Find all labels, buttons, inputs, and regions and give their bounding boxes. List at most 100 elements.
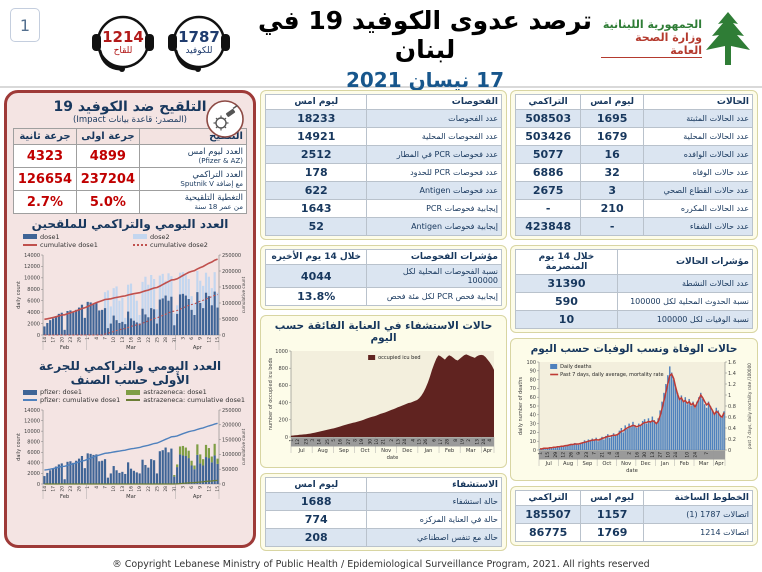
row-label: إيجابية فحوصات Antigen (366, 217, 502, 236)
svg-text:Aug: Aug (318, 448, 328, 454)
svg-text:2: 2 (627, 452, 633, 455)
row-label: عدد حالات القطاع الصحي (642, 181, 754, 200)
svg-text:14: 14 (316, 439, 322, 445)
row-value: 4323 (13, 144, 77, 168)
column-header: ليوم امس (580, 490, 644, 506)
table-row: عدد حالات الوفاه 32 6886 (514, 163, 754, 182)
table-row: عدد الحالات المحلية 1679 503426 (514, 127, 754, 146)
svg-text:24: 24 (692, 452, 698, 458)
svg-text:30: 30 (642, 452, 648, 458)
svg-text:8: 8 (453, 439, 459, 442)
table-row: عدد الحالات المثبتة 1695 508503 (514, 109, 754, 128)
svg-text:4: 4 (487, 439, 493, 442)
svg-text:18: 18 (615, 452, 621, 458)
svg-text:Mar: Mar (466, 448, 477, 454)
row-label: عدد الحالات المثبتة (642, 109, 754, 128)
svg-text:17: 17 (51, 486, 57, 492)
svg-text:30: 30 (368, 439, 374, 445)
svg-text:cumulative count: cumulative count (241, 276, 246, 313)
svg-text:Feb: Feb (680, 461, 690, 467)
report-title: ترصد عدوى الكوفيد 19 في لبنان (258, 6, 592, 64)
svg-text:50000: 50000 (222, 317, 238, 323)
table-row: اتصالات 1214 1769 86775 (514, 523, 754, 542)
table-row: عدد حالات الشفاء -423848 (514, 217, 754, 236)
svg-text:number of occupied icu beds: number of occupied icu beds (268, 357, 274, 430)
svg-text:12: 12 (206, 486, 212, 492)
row-value: - (514, 199, 582, 218)
row-label: نسبة الفحوصات المحلية لكل 100000 (366, 264, 502, 288)
icu-chart-card: حالات الاستشفاء في العناية الفائقة حسب ا… (260, 315, 507, 468)
row-value: 4899 (75, 144, 140, 168)
column-header: الحالات (642, 94, 754, 110)
covid-hotline-label: للكوفيد (185, 46, 213, 56)
svg-text:20: 20 (59, 486, 65, 492)
row-label: العدد التراكمي مع إضافة Sputnik V (138, 167, 248, 191)
svg-text:28: 28 (444, 439, 450, 445)
table-row: نسبة الفحوصات المحلية لكل 100000 4044 (264, 264, 502, 288)
case-indicators-table: مؤشرات الحالات خلال 14 يوم المنصرمة عدد ال… (515, 249, 754, 329)
svg-text:5: 5 (331, 439, 337, 442)
svg-text:200000: 200000 (222, 269, 241, 275)
svg-text:4: 4 (410, 439, 416, 442)
svg-text:200000: 200000 (222, 423, 241, 429)
table-row: حالة مع تنفس اصطناعي 208 (264, 528, 502, 547)
chart1-legend: dose1 dose2 cumulative dose1 cumulative dos… (13, 233, 247, 249)
svg-text:0: 0 (37, 333, 40, 339)
svg-text:0: 0 (37, 482, 40, 488)
svg-text:4000: 4000 (27, 461, 40, 467)
svg-text:90: 90 (530, 369, 536, 375)
legend-item: dose2 (133, 233, 237, 241)
row-label: عدد فحوصات PCR للحدود (366, 163, 502, 182)
row-value: 1695 (580, 109, 644, 128)
ministry-name-line1: الجمهورية اللبنانية (602, 18, 702, 31)
svg-text:Jul: Jul (297, 448, 304, 454)
row-value: 86775 (514, 523, 582, 542)
row-value: 5077 (514, 145, 582, 164)
svg-text:Apr: Apr (715, 461, 725, 467)
ministry-logo: الجمهورية اللبنانية وزارة الصحة العامة (601, 8, 756, 66)
table-row: اتصالات 1787 (1) 1157 185507 (514, 505, 754, 524)
column-header: ليوم امس (580, 94, 644, 110)
svg-text:4: 4 (94, 486, 100, 489)
svg-text:27: 27 (346, 439, 352, 445)
legend-item: dose1 (23, 233, 127, 241)
svg-text:23: 23 (584, 452, 590, 458)
svg-text:Oct: Oct (602, 461, 611, 467)
row-value: 14921 (264, 127, 368, 146)
svg-text:4000: 4000 (27, 310, 40, 316)
table-row: إيجابية فحص PCR لكل مئة فحص 13.8% (264, 287, 502, 306)
table-row: العدد التراكمي مع إضافة Sputnik V 237204 12… (13, 167, 248, 191)
chart1-title: العدد اليومي والتراكمي للملقحين (31, 217, 229, 231)
svg-text:28: 28 (163, 337, 169, 343)
legend-swatch (126, 389, 141, 395)
svg-text:Daily deaths: Daily deaths (560, 364, 592, 370)
tests-card: الفحوصات ليوم امس عدد الفحوصات 18233 عدد الف… (260, 90, 507, 240)
svg-text:4: 4 (94, 337, 100, 340)
hotlines-card: الخطوط الساخنة ليوم امس التراكمي اتصالات 17… (510, 486, 758, 546)
row-label: اتصالات 1787 (1) (642, 505, 754, 524)
svg-text:31: 31 (172, 337, 178, 343)
table-row: إيجابية فحوصات PCR 1643 (264, 199, 502, 218)
row-value: 2675 (514, 181, 582, 200)
svg-text:4: 4 (607, 452, 613, 455)
row-label: إيجابية فحص PCR لكل مئة فحص (366, 287, 502, 306)
row-value: 16 (580, 145, 644, 164)
svg-text:Sep: Sep (583, 461, 593, 467)
row-value: 1769 (580, 523, 644, 542)
svg-text:9: 9 (198, 337, 204, 340)
svg-text:2: 2 (466, 439, 472, 442)
legend-item: astrazeneca: dose1 (126, 388, 245, 396)
row-value: 4044 (264, 264, 368, 288)
copyright-line: ® Copyright Lebanese Ministry of Public … (112, 559, 650, 570)
svg-text:400: 400 (278, 400, 288, 406)
row-label: عدد فحوصات PCR في المطار (366, 145, 502, 164)
column-header: خلال 14 يوم المنصرمة (515, 249, 618, 275)
legend-item: cumulative dose2 (133, 241, 237, 249)
deaths-chart-title: حالات الوفاة ونسب الوفيات حسب اليوم (530, 343, 738, 355)
row-value: 590 (515, 292, 618, 311)
table-row: التغطية التلقيحية من عمر 18 سنة 5.0% 2.7% (13, 190, 248, 214)
svg-text:12: 12 (295, 439, 301, 445)
svg-text:13: 13 (120, 337, 126, 343)
svg-text:2000: 2000 (27, 321, 40, 327)
row-value: 774 (264, 510, 368, 529)
